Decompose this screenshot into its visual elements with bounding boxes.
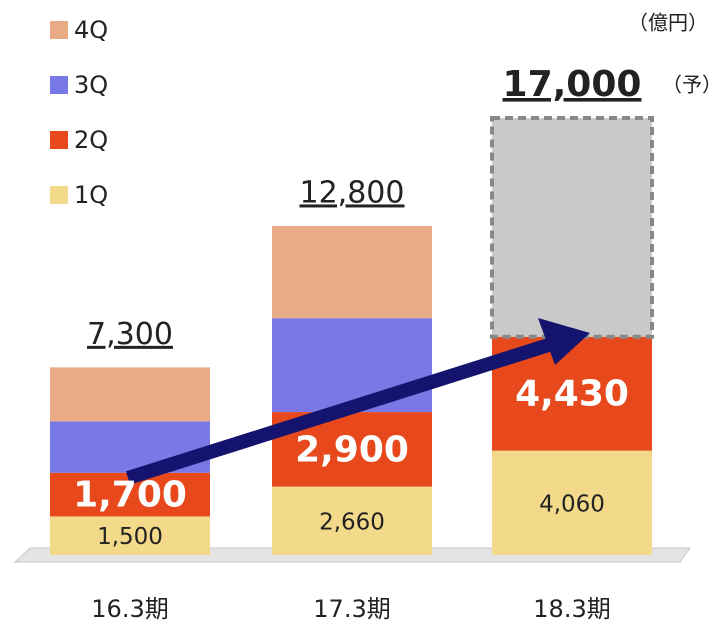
bar-segment bbox=[272, 486, 432, 555]
legend-label: 2Q bbox=[74, 126, 108, 154]
value-label: 4,430 bbox=[515, 374, 629, 415]
arrow-shaft bbox=[125, 336, 558, 485]
bars bbox=[50, 116, 654, 555]
x-tick-label: 17.3期 bbox=[313, 595, 390, 623]
legend-label: 1Q bbox=[74, 181, 108, 209]
bar-segment bbox=[50, 367, 210, 422]
unit-label: （億円） bbox=[628, 11, 708, 35]
arrow-head bbox=[538, 318, 590, 365]
x-tick-label: 18.3期 bbox=[533, 595, 610, 623]
bar-segment bbox=[492, 450, 652, 555]
legend-swatch bbox=[50, 76, 68, 94]
bar-segment bbox=[50, 516, 210, 555]
legend-swatch bbox=[50, 131, 68, 149]
bar-segment bbox=[490, 116, 654, 339]
forecast-note: （予） bbox=[662, 73, 720, 97]
value-label: 2,660 bbox=[319, 509, 385, 535]
value-label: 1,700 bbox=[73, 475, 187, 516]
legend-label: 3Q bbox=[74, 71, 108, 99]
labels: 1,500 1,700 7,300 16.3期 2,660 2,900 12,800 17.3… bbox=[73, 64, 720, 623]
value-label: 1,500 bbox=[97, 524, 163, 550]
total-label: 7,300 bbox=[87, 317, 173, 352]
legend-label: 4Q bbox=[74, 16, 108, 44]
bar-segment bbox=[272, 225, 432, 319]
value-label: 2,900 bbox=[295, 429, 409, 470]
total-label: 17,000 bbox=[503, 64, 642, 105]
legend-swatch bbox=[50, 186, 68, 204]
legend-swatch bbox=[50, 21, 68, 39]
x-tick-label: 16.3期 bbox=[91, 595, 168, 623]
value-label: 4,060 bbox=[539, 491, 605, 517]
trend-arrow bbox=[125, 318, 590, 485]
total-label: 12,800 bbox=[300, 175, 405, 210]
bar-segment bbox=[272, 318, 432, 413]
